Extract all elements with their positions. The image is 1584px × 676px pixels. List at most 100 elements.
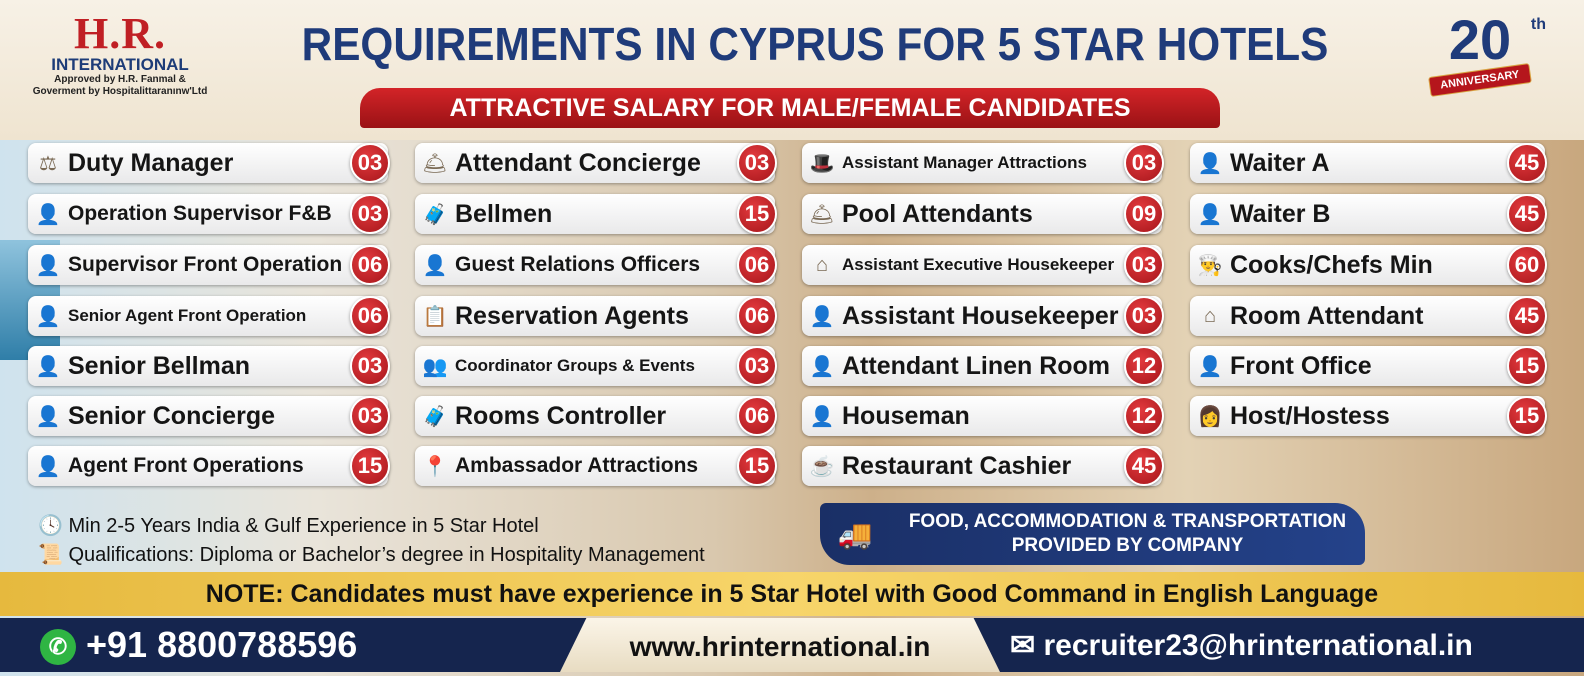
page-title-wrap: REQUIREMENTS IN CYPRUS FOR 5 STAR HOTELS xyxy=(235,18,1395,70)
vacancy-count-badge: 12 xyxy=(1124,396,1164,436)
group-icon: 👥 xyxy=(422,355,448,378)
job-card: ⚖ Duty Manager 03 xyxy=(28,143,390,183)
vacancy-count-badge: 03 xyxy=(737,143,777,183)
vacancy-count-badge: 06 xyxy=(737,296,777,336)
vacancy-count-badge: 06 xyxy=(350,296,390,336)
agent-icon: 👤 xyxy=(35,305,61,328)
person-icon: 👤 xyxy=(809,355,835,378)
job-title: Front Office xyxy=(1230,351,1372,380)
job-card: 👤 Houseman 12 xyxy=(802,396,1164,436)
requirements-info: 🕓 Min 2-5 Years India & Gulf Experience … xyxy=(38,512,705,570)
phone-contact[interactable]: ✆ +91 8800788596 xyxy=(40,624,357,666)
job-title: Senior Bellman xyxy=(68,351,250,380)
job-title: Reservation Agents xyxy=(455,301,689,330)
email-contact[interactable]: ✉ recruiter23@hrinternational.in xyxy=(1010,628,1473,663)
footer: ✆ +91 8800788596 www.hrinternational.in ✉… xyxy=(0,618,1584,672)
agent-icon: 👤 xyxy=(35,455,61,478)
vacancy-count-badge: 45 xyxy=(1124,446,1164,486)
job-title: Coordinator Groups & Events xyxy=(455,356,695,375)
supervisor-icon: 👤 xyxy=(35,254,61,277)
envelope-icon: ✉ xyxy=(1010,629,1036,662)
job-card: 👤 Operation Supervisor F&B 03 xyxy=(28,194,390,234)
clock-icon: 🕓 xyxy=(38,515,63,537)
vacancy-count-badge: 03 xyxy=(350,396,390,436)
job-title: Ambassador Attractions xyxy=(455,454,699,477)
job-card: 👤 Senior Agent Front Operation 06 xyxy=(28,296,390,336)
job-title: Senior Concierge xyxy=(68,401,275,430)
luggage-icon: 🧳 xyxy=(422,405,448,428)
logo-brand: H.R. xyxy=(74,9,166,58)
job-title: Restaurant Cashier xyxy=(842,451,1072,480)
job-title: Cooks/Chefs Min xyxy=(1230,250,1433,279)
chef-hat-icon: 👨‍🍳 xyxy=(1197,254,1223,277)
chef-hat-icon: 🎩 xyxy=(809,152,835,175)
job-card: 👤 Agent Front Operations 15 xyxy=(28,446,390,486)
document-icon: 📜 xyxy=(38,544,63,566)
hanger-icon: ⌂ xyxy=(815,253,829,276)
job-card: 📍 Ambassador Attractions 15 xyxy=(415,446,777,486)
qualifications-line: 📜 Qualifications: Diploma or Bachelor’s … xyxy=(38,541,705,570)
bellman-icon: 👤 xyxy=(35,355,61,378)
job-card: 🧳 Bellmen 15 xyxy=(415,194,777,234)
vacancy-count-badge: 45 xyxy=(1507,143,1547,183)
hostess-icon: 👩 xyxy=(1197,405,1223,428)
concierge-icon: 👤 xyxy=(35,405,61,428)
qualifications-text: Qualifications: Diploma or Bachelor’s de… xyxy=(68,544,705,566)
job-title: Supervisor Front Operation xyxy=(68,253,343,276)
logo-approved-line-2: Goverment by Hospitalittaranınw'Ltd xyxy=(32,86,208,97)
coffee-icon: ☕ xyxy=(809,455,835,478)
job-title: Assistant Manager Attractions xyxy=(842,153,1087,172)
job-card: 🛎 Attendant Concierge 03 xyxy=(415,143,777,183)
vacancy-count-badge: 03 xyxy=(1124,143,1164,183)
hanger-icon: ⌂ xyxy=(1203,304,1217,327)
job-title: Duty Manager xyxy=(68,148,234,177)
vacancy-count-badge: 03 xyxy=(1124,296,1164,336)
vacancy-count-badge: 15 xyxy=(737,194,777,234)
delivery-truck-icon: 🚚 xyxy=(837,518,873,550)
cloche-icon: 🛎 xyxy=(809,203,835,226)
job-card: 👤 Guest Relations Officers 06 xyxy=(415,245,777,285)
vacancy-count-badge: 03 xyxy=(1124,245,1164,285)
job-card: 👩 Host/Hostess 15 xyxy=(1190,396,1547,436)
waiter-icon: 👤 xyxy=(1197,203,1223,226)
job-card: 👤 Waiter A 45 xyxy=(1190,143,1547,183)
vacancy-count-badge: 03 xyxy=(350,346,390,386)
vacancy-count-badge: 03 xyxy=(350,143,390,183)
vacancy-count-badge: 15 xyxy=(350,446,390,486)
bell-icon: 🛎 xyxy=(422,152,448,175)
front-desk-icon: 👤 xyxy=(1197,355,1223,378)
job-card: 👤 Attendant Linen Room 12 xyxy=(802,346,1164,386)
job-title: Agent Front Operations xyxy=(68,454,304,477)
job-title: Assistant Executive Housekeeper xyxy=(842,255,1115,274)
job-card: 👤 Assistant Housekeeper 03 xyxy=(802,296,1164,336)
job-title: Assistant Housekeeper xyxy=(842,301,1119,330)
job-title: Waiter A xyxy=(1230,148,1330,177)
job-card: 🧳 Rooms Controller 06 xyxy=(415,396,777,436)
vacancy-count-badge: 45 xyxy=(1507,194,1547,234)
vacancy-count-badge: 06 xyxy=(737,245,777,285)
email-address: recruiter23@hrinternational.in xyxy=(1043,629,1473,662)
hr-international-logo: H.R. INTERNATIONAL Approved by H.R. Fanm… xyxy=(20,12,220,98)
vacancy-count-badge: 09 xyxy=(1124,194,1164,234)
job-card: 👤 Senior Concierge 03 xyxy=(28,396,390,436)
vacancy-count-badge: 15 xyxy=(1507,346,1547,386)
vacancy-count-badge: 06 xyxy=(737,396,777,436)
job-title: Operation Supervisor F&B xyxy=(68,202,332,225)
job-card: ⌂ Room Attendant 45 xyxy=(1190,296,1547,336)
job-title: Pool Attendants xyxy=(842,199,1033,228)
experience-text: Min 2-5 Years India & Gulf Experience in… xyxy=(68,515,539,537)
vacancy-count-badge: 03 xyxy=(737,346,777,386)
job-card: 🛎 Pool Attendants 09 xyxy=(802,194,1164,234)
houseman-icon: 👤 xyxy=(809,405,835,428)
website-link[interactable]: www.hrinternational.in xyxy=(560,618,1000,672)
job-card: 📋 Reservation Agents 06 xyxy=(415,296,777,336)
job-card: 👤 Front Office 15 xyxy=(1190,346,1547,386)
housekeeper-icon: 👤 xyxy=(809,305,835,328)
vacancy-count-badge: 03 xyxy=(350,194,390,234)
job-card: 👥 Coordinator Groups & Events 03 xyxy=(415,346,777,386)
anniversary-suffix: th xyxy=(1530,16,1546,33)
job-title: Host/Hostess xyxy=(1230,401,1390,430)
luggage-icon: 🧳 xyxy=(422,203,448,226)
job-title: Attendant Concierge xyxy=(455,148,701,177)
benefit-line-2: PROVIDED BY COMPANY xyxy=(1011,535,1244,556)
